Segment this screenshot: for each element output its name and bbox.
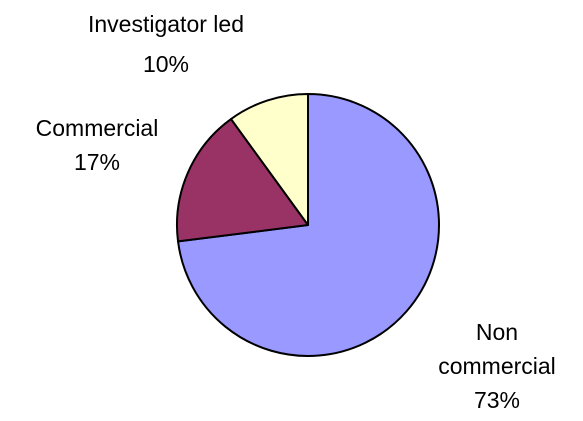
- pie-label-non-commercial: Non commercial 73%: [438, 319, 556, 413]
- pie-label-investigator-led: Investigator led 10%: [88, 11, 244, 77]
- pie-slices: [176, 93, 440, 357]
- pie-labels: Non commercial 73% Commercial 17% Investigato…: [36, 11, 556, 413]
- pie-slice-investigator-led: [230, 93, 309, 226]
- pie-label-commercial: Commercial 17%: [36, 115, 159, 175]
- pie-label-line: Non: [476, 319, 518, 345]
- pie-label-line: 10%: [143, 51, 189, 77]
- pie-label-line: Investigator led: [88, 11, 244, 37]
- pie-slice-commercial: [176, 118, 309, 243]
- pie-label-line: Commercial: [36, 115, 159, 141]
- pie-label-line: commercial: [438, 353, 556, 379]
- pie-label-line: 73%: [474, 387, 520, 413]
- pie-label-line: 17%: [74, 149, 120, 175]
